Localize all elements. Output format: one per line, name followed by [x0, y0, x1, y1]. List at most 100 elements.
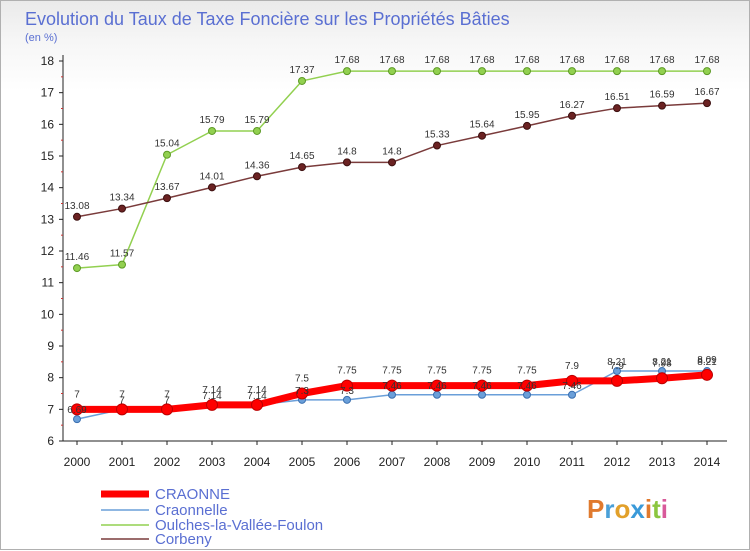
data-label: 17.68	[469, 55, 494, 66]
data-label: 17.68	[649, 55, 674, 66]
data-point	[116, 403, 128, 416]
data-label: 7	[74, 389, 80, 400]
data-label: 16.27	[559, 100, 584, 111]
data-label: 16.51	[604, 92, 629, 103]
data-label: 16.59	[649, 90, 674, 101]
y-tick-label: 17	[41, 86, 55, 100]
data-point	[388, 67, 396, 76]
logo-letter: o	[614, 494, 630, 524]
x-tick-label: 2000	[64, 455, 91, 469]
x-tick-label: 2010	[514, 455, 541, 469]
data-point	[73, 415, 81, 424]
logo-letter: P	[587, 494, 604, 524]
data-point	[566, 374, 578, 387]
legend-label: CRAONNE	[155, 486, 230, 503]
data-label: 7.14	[247, 391, 267, 402]
data-label: 6.69	[67, 405, 87, 416]
data-point	[343, 158, 351, 167]
x-tick-label: 2004	[244, 455, 271, 469]
y-tick-label: 15	[41, 149, 55, 163]
data-label: 13.34	[109, 193, 134, 204]
data-point	[523, 121, 531, 130]
data-point	[568, 67, 576, 76]
data-label: 11.46	[65, 252, 90, 263]
data-point	[478, 390, 486, 399]
data-point	[298, 76, 306, 85]
data-point	[73, 212, 81, 221]
data-label: 7	[119, 395, 125, 406]
x-tick-label: 2009	[469, 455, 496, 469]
data-point	[478, 131, 486, 140]
data-label: 15.79	[199, 115, 224, 126]
data-label: 14.8	[382, 146, 402, 157]
legend-label: Craonnelle	[155, 502, 228, 519]
data-point	[386, 379, 398, 392]
data-label: 7.46	[472, 381, 492, 392]
data-point	[118, 260, 126, 269]
x-tick-label: 2007	[379, 455, 406, 469]
data-label: 7.75	[382, 366, 402, 377]
data-label: 7.3	[340, 386, 354, 397]
x-tick-label: 2012	[604, 455, 631, 469]
data-label: 7.5	[295, 374, 309, 385]
data-label: 7.75	[337, 366, 357, 377]
data-label: 8.21	[697, 357, 717, 368]
data-label: 13.08	[64, 201, 89, 212]
data-point	[298, 163, 306, 172]
data-label: 15.64	[469, 120, 494, 131]
data-label: 8.21	[652, 357, 672, 368]
data-label: 14.8	[337, 146, 357, 157]
data-label: 14.36	[244, 160, 269, 171]
x-tick-label: 2003	[199, 455, 226, 469]
y-tick-label: 10	[41, 307, 55, 321]
data-label: 17.68	[424, 55, 449, 66]
data-point	[703, 99, 711, 108]
x-tick-label: 2005	[289, 455, 316, 469]
y-tick-label: 6	[47, 434, 54, 448]
data-point	[208, 183, 216, 192]
x-tick-label: 2008	[424, 455, 451, 469]
y-tick-label: 12	[41, 244, 55, 258]
data-point	[568, 390, 576, 399]
data-label: 17.68	[334, 55, 359, 66]
data-point	[163, 194, 171, 203]
data-label: 7.46	[427, 381, 447, 392]
data-label: 7.46	[382, 381, 402, 392]
x-tick-label: 2006	[334, 455, 361, 469]
data-point	[658, 101, 666, 110]
data-point	[253, 126, 261, 135]
data-label: 7.9	[610, 361, 624, 372]
data-point	[388, 390, 396, 399]
data-label: 11.57	[110, 249, 135, 260]
data-label: 7.14	[247, 385, 267, 396]
logo-letter: r	[604, 494, 614, 524]
data-label: 14.65	[289, 151, 314, 162]
chart-title: Evolution du Taux de Taxe Foncière sur l…	[25, 9, 510, 29]
data-point	[476, 379, 488, 392]
data-label: 15.95	[514, 110, 539, 121]
proxiti-logo: Proxiti	[587, 494, 668, 524]
data-point	[523, 67, 531, 76]
data-label: 7.9	[565, 361, 579, 372]
data-point	[433, 67, 441, 76]
data-point	[611, 374, 623, 387]
data-point	[613, 367, 621, 376]
data-label: 7.98	[652, 358, 672, 369]
data-label: 15.33	[424, 130, 449, 141]
data-label: 7	[119, 389, 125, 400]
x-tick-label: 2001	[109, 455, 136, 469]
data-point	[701, 368, 713, 381]
y-tick-label: 18	[41, 54, 55, 68]
data-point	[478, 67, 486, 76]
data-point	[71, 403, 83, 416]
data-point	[703, 67, 711, 76]
data-label: 17.37	[289, 65, 314, 76]
x-tick-label: 2014	[694, 455, 721, 469]
data-point	[523, 390, 531, 399]
logo-letter: x	[630, 494, 645, 524]
data-point	[433, 390, 441, 399]
data-point	[206, 398, 218, 411]
y-tick-label: 11	[42, 276, 55, 290]
